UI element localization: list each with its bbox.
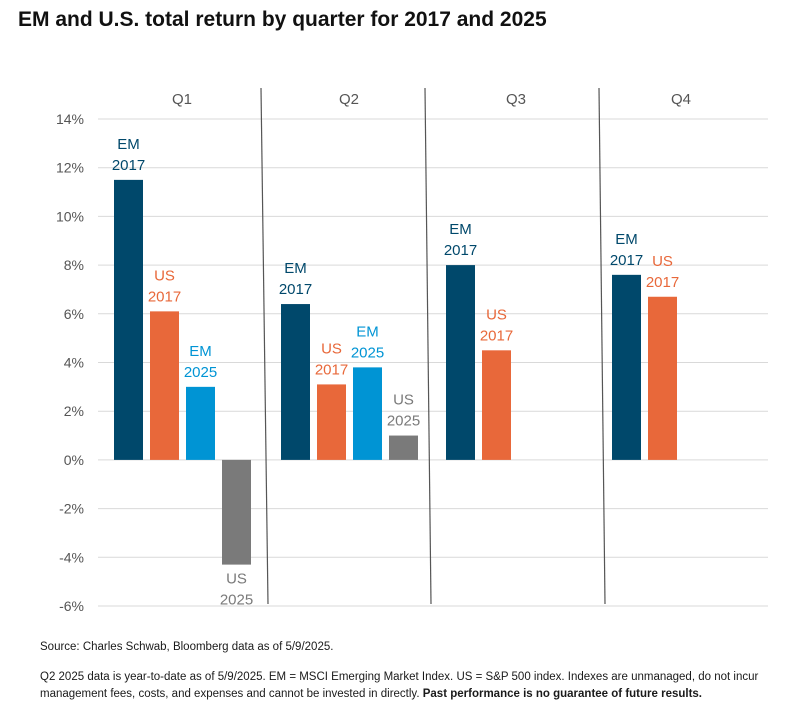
footnote-text: Q2 2025 data is year-to-date as of 5/9/2… [40, 671, 759, 700]
bar [482, 350, 511, 460]
bar-label: EM [449, 221, 472, 238]
bar-label: 2017 [610, 252, 643, 269]
bar-label: EM [117, 136, 140, 153]
bar [186, 386, 215, 460]
bar-labels: EM 2017 EM 2017 EM 2017 EM 2017 US 2017 US 2017 US 20… [112, 136, 679, 609]
y-tick-label: -2% [59, 501, 84, 517]
bar-label: 2025 [220, 592, 253, 609]
bar-label: 2017 [646, 274, 679, 291]
bar [389, 435, 418, 460]
y-tick-label: 14% [56, 111, 84, 127]
quarter-divider [260, 87, 269, 605]
bar [648, 296, 677, 460]
bar-label: 2017 [148, 288, 181, 305]
quarter-divider [598, 87, 606, 605]
bar-label: 2017 [444, 242, 477, 259]
bar-label: 2017 [480, 327, 513, 344]
bar-label: EM [615, 231, 638, 248]
y-tick-label: -6% [59, 598, 84, 614]
y-axis-tick-labels: 14% 12% 10% 8% 6% 4% 2% 0% -2% -4% -6% [56, 111, 84, 614]
quarter-label: Q1 [172, 91, 192, 108]
quarter-divider [424, 87, 432, 605]
bar-chart: 14% 12% 10% 8% 6% 4% 2% 0% -2% -4% -6% Q1 Q2 Q3 Q4 EM… [56, 87, 768, 614]
bar-label: US [652, 253, 673, 270]
y-tick-label: 12% [56, 160, 84, 176]
y-tick-label: 4% [64, 355, 84, 371]
bar-label: EM [356, 323, 379, 340]
bar [114, 179, 143, 460]
bars [114, 179, 677, 565]
bar-label: 2025 [387, 413, 420, 430]
y-tick-label: 8% [64, 257, 84, 273]
bar-label: EM [189, 343, 212, 360]
bar [281, 304, 310, 460]
bar-label: 2017 [279, 281, 312, 298]
y-tick-label: -4% [59, 549, 84, 565]
quarter-dividers [260, 87, 606, 605]
bar [222, 459, 251, 565]
quarter-label: Q4 [671, 91, 691, 108]
bar-label: 2017 [112, 157, 145, 174]
bar-label: EM [284, 260, 307, 277]
bar-label: US [154, 267, 175, 284]
chart-title: EM and U.S. total return by quarter for … [18, 8, 547, 31]
bar-label: US [321, 340, 342, 357]
source-note: Source: Charles Schwab, Bloomberg data a… [40, 641, 334, 653]
bar-label: 2025 [351, 344, 384, 361]
bar [612, 274, 641, 460]
bar-label: US [226, 571, 247, 588]
bar-label: US [486, 306, 507, 323]
quarter-headers: Q1 Q2 Q3 Q4 [172, 91, 691, 108]
footnote: Q2 2025 data is year-to-date as of 5/9/2… [40, 669, 770, 703]
y-tick-label: 2% [64, 403, 84, 419]
quarter-label: Q2 [339, 91, 359, 108]
bar-label: US [393, 392, 414, 409]
bar [353, 367, 382, 460]
bar-label: 2017 [315, 361, 348, 378]
y-tick-label: 0% [64, 452, 84, 468]
y-tick-label: 10% [56, 208, 84, 224]
bar-label: 2025 [184, 364, 217, 381]
bar [150, 311, 179, 460]
bar [446, 265, 475, 460]
y-tick-label: 6% [64, 306, 84, 322]
bar [317, 384, 346, 460]
footnote-disclaimer: Past performance is no guarantee of futu… [422, 688, 702, 700]
quarter-label: Q3 [506, 91, 526, 108]
